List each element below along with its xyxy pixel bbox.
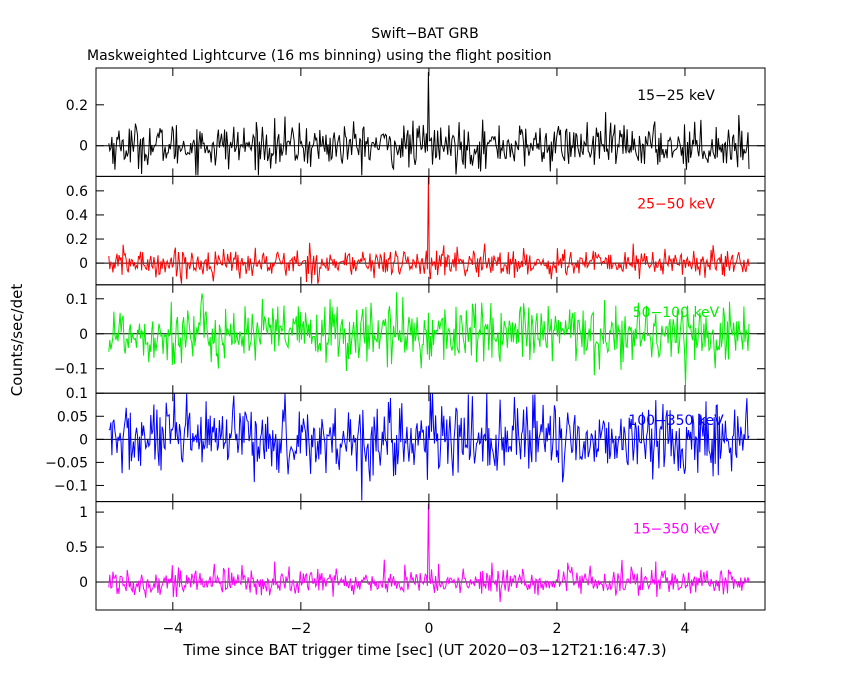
panels: 0 0.2 15−25 keV 0 0.2 0.4 0.6 25−50 keV −0.1 0 0.1… [45, 67, 766, 637]
y-tick-label: 0 [79, 139, 88, 155]
y-axis-label: Counts/sec/det [8, 284, 26, 397]
y-tick-label: 0 [79, 575, 88, 591]
x-tick-label: 2 [552, 621, 561, 637]
y-tick-label: 0.6 [66, 184, 88, 200]
x-tick-label: 0 [424, 621, 433, 637]
x-tick-label: −4 [163, 621, 184, 637]
panel-3: −0.1 0 0.1 50−100 keV [54, 284, 766, 394]
y-tick-label: 0.1 [66, 386, 88, 402]
panel-4: −0.1 −0.05 0 0.05 0.1 100−350 keV [45, 386, 766, 503]
x-tick-label: −2 [291, 621, 312, 637]
series-line [108, 176, 750, 284]
x-tick-label: 4 [681, 621, 690, 637]
series-line [108, 292, 750, 386]
series-label: 50−100 keV [633, 305, 720, 321]
figure-subtitle: Maskweighted Lightcurve (16 ms binning) … [87, 48, 552, 64]
y-tick-label: −0.05 [45, 455, 88, 471]
y-tick-label: 0.2 [66, 232, 88, 248]
series-label: 15−25 keV [637, 88, 715, 104]
series-label: 25−50 keV [637, 196, 715, 212]
series-label: 15−350 keV [633, 522, 720, 538]
y-tick-label: −0.1 [54, 362, 88, 378]
x-axis-label: Time since BAT trigger time [sec] (UT 20… [182, 641, 666, 659]
panel-frame [95, 501, 766, 611]
figure-title: Swift−BAT GRB [371, 26, 478, 42]
y-tick-label: 0.5 [66, 540, 88, 556]
series-line [108, 503, 750, 603]
series-line [108, 72, 750, 176]
y-tick-label: 1 [79, 505, 88, 521]
y-tick-label: 0 [79, 327, 88, 343]
panel-5: 0 0.5 1 15−350 keV [66, 501, 766, 611]
y-tick-label: −0.1 [54, 478, 88, 494]
y-tick-label: 0 [79, 256, 88, 272]
y-tick-label: 0.05 [57, 409, 88, 425]
y-tick-label: 0.1 [66, 292, 88, 308]
panel-2: 0 0.2 0.4 0.6 25−50 keV [66, 175, 766, 286]
series-line [108, 393, 750, 501]
series-label: 100−350 keV [628, 413, 724, 429]
panel-1: 0 0.2 15−25 keV [66, 67, 766, 177]
y-tick-label: 0 [79, 432, 88, 448]
y-tick-label: 0.4 [66, 208, 88, 224]
y-tick-label: 0.2 [66, 98, 88, 114]
